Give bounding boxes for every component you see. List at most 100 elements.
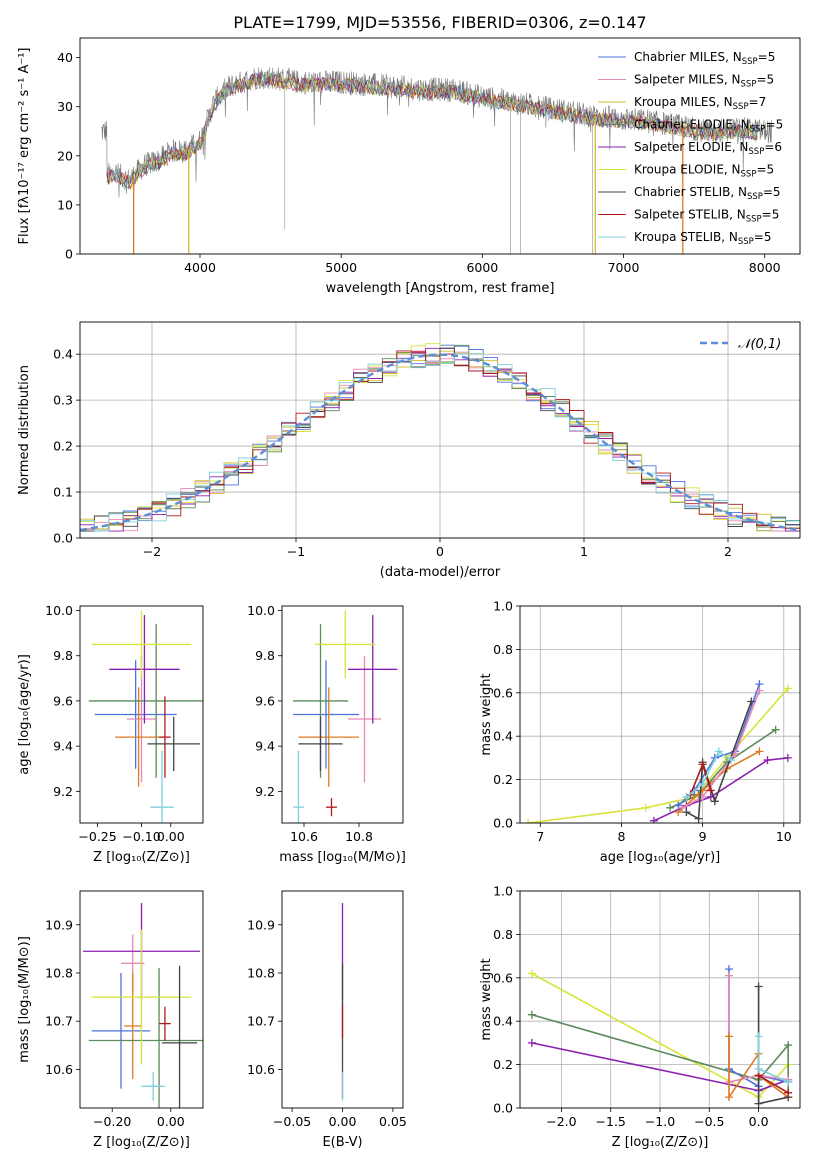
x-tick-label: 0.05 — [379, 1114, 407, 1129]
y-tick-label: 10 — [57, 197, 73, 212]
legend-label: Kroupa STELIB, NSSP=5 — [634, 230, 772, 247]
weight-marker — [784, 1077, 793, 1086]
y-tick-label: 0.4 — [53, 347, 73, 362]
x-tick-label: −0.5 — [694, 1114, 724, 1129]
y-tick-label: 0.2 — [53, 439, 73, 454]
weight-marker — [527, 1010, 536, 1019]
weight-marker — [641, 803, 650, 812]
weight-marker — [725, 971, 734, 980]
y-tick-label: 9.4 — [53, 739, 73, 754]
weight-line-5 — [681, 690, 761, 809]
x-axis-label: wavelength [Angstrom, rest frame] — [326, 281, 555, 296]
panel-weight-vs-Z: −2.0 −1.5 −1.0 −0.5 0.0 0.0 0.2 0.4 0.6 0.8 1.0 Z [… — [479, 884, 801, 1150]
y-axis-label: mass weight — [479, 673, 494, 755]
figure-title: PLATE=1799, MJD=53556, FIBERID=0306, z=0… — [233, 13, 646, 32]
axes-frame — [79, 321, 801, 539]
weight-marker — [682, 808, 691, 817]
weight-marker — [527, 969, 536, 978]
x-tick-label: −1.0 — [645, 1114, 675, 1129]
model-line-4 — [106, 72, 758, 189]
weight-line-4 — [728, 975, 789, 1083]
weight-marker — [649, 816, 658, 823]
panel-weight-vs-age: 7 8 9 10 0.0 0.2 0.4 0.6 0.8 1.0 age [log₁₀(age/yr… — [479, 599, 801, 865]
weight-line-2 — [669, 729, 777, 809]
weight-marker — [755, 747, 764, 756]
x-tick-label: −2.0 — [546, 1114, 576, 1129]
x-tick-label: 10 — [776, 829, 792, 844]
weight-marker — [783, 753, 792, 762]
y-tick-label: 10.9 — [247, 917, 275, 932]
x-tick-label: −0.05 — [273, 1114, 311, 1129]
y-axis-label: Flux [fλ10⁻¹⁷ erg cm⁻² s⁻¹ A⁻¹] — [17, 48, 32, 245]
x-tick-label: 6000 — [466, 260, 498, 275]
x-axis-label: Z [log₁₀(Z/Z⊙)] — [93, 1135, 190, 1150]
y-tick-label: 0.6 — [493, 685, 513, 700]
weight-marker — [754, 982, 763, 991]
x-axis-label: (data-model)/error — [380, 565, 501, 580]
x-tick-label: 5000 — [325, 260, 357, 275]
x-tick-label: 10.8 — [345, 829, 373, 844]
legend-label: Chabrier ELODIE, NSSP=5 — [634, 118, 783, 135]
weight-marker — [754, 1032, 763, 1041]
x-tick-label: −2 — [143, 544, 161, 559]
y-tick-label: 0.2 — [493, 772, 513, 787]
y-tick-label: 0.8 — [493, 927, 513, 942]
axes-frame — [519, 605, 801, 824]
legend-label: Salpeter ELODIE, NSSP=6 — [634, 140, 782, 157]
panel-spectrum: 4000 5000 6000 7000 8000 0 10 20 30 40 wavelength … — [17, 37, 801, 296]
y-tick-label: 9.8 — [255, 648, 275, 663]
weight-marker — [754, 1099, 763, 1108]
weight-marker — [747, 697, 756, 706]
weight-marker — [754, 1064, 763, 1073]
x-tick-label: 0.00 — [329, 1114, 357, 1129]
weight-marker — [771, 725, 780, 734]
legend-label: 𝒩(0,1) — [738, 337, 781, 352]
weight-marker — [698, 760, 707, 769]
histogram-step-7 — [80, 350, 800, 532]
y-tick-label: 10.8 — [247, 965, 275, 980]
weight-marker — [763, 756, 772, 765]
weight-marker — [698, 779, 707, 788]
y-tick-label: 20 — [57, 148, 73, 163]
x-tick-label: −1 — [287, 544, 305, 559]
y-tick-label: 9.6 — [255, 693, 275, 708]
weight-marker — [725, 1093, 734, 1102]
y-tick-label: 0.1 — [53, 485, 73, 500]
weight-marker — [694, 814, 703, 823]
x-axis-label: E(B-V) — [322, 1135, 362, 1150]
model-line-7 — [106, 72, 758, 190]
x-tick-label: 0 — [436, 544, 444, 559]
y-tick-label: 10.7 — [247, 1014, 275, 1029]
y-tick-label: 10.6 — [247, 1062, 275, 1077]
x-tick-label: 10.6 — [290, 829, 318, 844]
weight-line-1 — [653, 757, 788, 822]
x-tick-label: 0.00 — [157, 1114, 185, 1129]
plot-area — [524, 680, 792, 823]
x-tick-label: −0.10 — [122, 829, 160, 844]
model-line-8 — [106, 72, 758, 189]
panel-age-vs-Z: −0.25 −0.100.00 9.2 9.4 9.6 9.8 10.0 Z [log₁₀(Z… — [17, 603, 204, 865]
x-tick-label: −0.20 — [93, 1114, 131, 1129]
y-tick-label: 9.2 — [53, 784, 73, 799]
plot-area — [527, 965, 793, 1108]
x-tick-label: 8 — [617, 829, 625, 844]
y-tick-label: 1.0 — [493, 599, 513, 614]
plot-area — [80, 343, 800, 532]
axes-frame — [79, 605, 204, 824]
y-tick-label: 30 — [57, 99, 73, 114]
y-tick-label: 10.7 — [45, 1014, 73, 1029]
legend-label: Salpeter MILES, NSSP=5 — [634, 73, 774, 90]
x-tick-label: −1.5 — [596, 1114, 626, 1129]
y-axis-label: mass [log₁₀(M/M⊙)] — [17, 936, 32, 1063]
y-tick-label: 0.3 — [53, 393, 73, 408]
x-tick-label: 7 — [536, 829, 544, 844]
y-tick-label: 40 — [57, 50, 73, 65]
y-tick-label: 0 — [65, 247, 73, 262]
weight-marker — [784, 1088, 793, 1097]
y-tick-label: 9.2 — [255, 784, 275, 799]
weight-line-4 — [677, 683, 761, 807]
axes-frame — [281, 890, 404, 1109]
weight-marker — [755, 686, 764, 695]
x-tick-label: 4000 — [184, 260, 216, 275]
weight-marker — [524, 819, 533, 823]
